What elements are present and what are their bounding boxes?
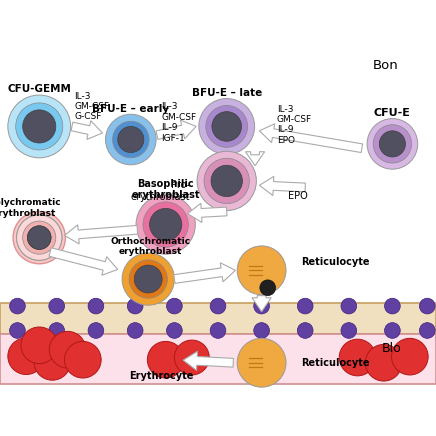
Circle shape: [13, 211, 65, 264]
Circle shape: [210, 298, 226, 314]
Circle shape: [136, 195, 195, 254]
Text: CFU-E: CFU-E: [374, 109, 411, 118]
Circle shape: [419, 323, 435, 338]
Circle shape: [8, 95, 71, 158]
Circle shape: [27, 226, 51, 249]
Circle shape: [385, 298, 400, 314]
Text: Reticulocyte: Reticulocyte: [301, 258, 369, 267]
Circle shape: [367, 119, 418, 169]
Text: Erythrocyte: Erythrocyte: [129, 371, 194, 381]
Text: BFU-E – late: BFU-E – late: [191, 89, 262, 98]
Circle shape: [237, 246, 286, 295]
Circle shape: [260, 280, 276, 296]
Circle shape: [10, 298, 25, 314]
Circle shape: [385, 323, 400, 338]
Circle shape: [297, 298, 313, 314]
Bar: [0, 303, 436, 334]
Text: CFU-GEMM: CFU-GEMM: [7, 85, 71, 94]
Circle shape: [65, 341, 101, 378]
Text: IL-3
GM-CSF
G-CSF: IL-3 GM-CSF G-CSF: [74, 92, 109, 121]
Text: Polychromatic
erythroblast: Polychromatic erythroblast: [0, 198, 60, 218]
Circle shape: [341, 323, 357, 338]
Polygon shape: [174, 263, 235, 283]
Text: BFU-E – early: BFU-E – early: [92, 104, 169, 114]
Circle shape: [379, 131, 405, 157]
Circle shape: [34, 344, 71, 380]
Circle shape: [49, 323, 65, 338]
Circle shape: [150, 208, 182, 241]
Circle shape: [197, 151, 256, 211]
Circle shape: [365, 344, 402, 381]
Circle shape: [373, 125, 412, 163]
Circle shape: [254, 323, 269, 338]
Circle shape: [23, 221, 56, 254]
Circle shape: [49, 331, 86, 368]
Circle shape: [127, 298, 143, 314]
Circle shape: [23, 221, 56, 254]
Polygon shape: [49, 248, 118, 275]
Polygon shape: [252, 296, 271, 312]
Circle shape: [17, 215, 62, 260]
Circle shape: [339, 339, 376, 376]
Circle shape: [27, 226, 51, 249]
Circle shape: [211, 165, 242, 197]
Circle shape: [341, 298, 357, 314]
Circle shape: [23, 110, 56, 143]
Text: Blo: Blo: [382, 342, 401, 355]
Circle shape: [254, 298, 269, 314]
Circle shape: [21, 327, 58, 364]
Text: Bon: Bon: [373, 59, 399, 72]
Circle shape: [16, 103, 63, 150]
Circle shape: [143, 202, 188, 247]
Circle shape: [392, 338, 428, 375]
Circle shape: [210, 323, 226, 338]
Polygon shape: [259, 124, 363, 153]
Polygon shape: [71, 121, 102, 140]
Bar: [0, 334, 436, 384]
Circle shape: [237, 338, 286, 387]
Circle shape: [167, 298, 182, 314]
Circle shape: [122, 253, 174, 305]
Circle shape: [112, 121, 149, 158]
Circle shape: [8, 338, 44, 375]
Text: Pro-
erythroblast: Pro- erythroblast: [130, 180, 190, 202]
Circle shape: [127, 323, 143, 338]
Polygon shape: [245, 152, 265, 166]
Polygon shape: [156, 120, 196, 140]
Circle shape: [419, 298, 435, 314]
Circle shape: [88, 323, 104, 338]
Polygon shape: [259, 177, 305, 195]
Circle shape: [49, 298, 65, 314]
Polygon shape: [187, 203, 227, 222]
Circle shape: [147, 341, 184, 378]
Circle shape: [88, 298, 104, 314]
Text: Reticulocyte: Reticulocyte: [301, 358, 369, 368]
Text: Orthochromatic
erythroblast: Orthochromatic erythroblast: [110, 237, 191, 256]
Circle shape: [167, 323, 182, 338]
Text: IL-3
GM-CSF
IL-9
EPO: IL-3 GM-CSF IL-9 EPO: [277, 105, 312, 145]
Circle shape: [134, 265, 162, 293]
Text: Basophilic
erythroblast: Basophilic erythroblast: [131, 179, 200, 201]
Polygon shape: [65, 225, 138, 244]
Circle shape: [206, 106, 248, 147]
Circle shape: [297, 323, 313, 338]
Text: EPO: EPO: [288, 191, 307, 201]
Circle shape: [174, 340, 209, 375]
Circle shape: [129, 260, 167, 298]
Text: IL-3
GM-CSF
IL-9
IGF-1: IL-3 GM-CSF IL-9 IGF-1: [161, 102, 197, 143]
Circle shape: [118, 126, 144, 153]
Circle shape: [204, 158, 249, 204]
Circle shape: [10, 323, 25, 338]
Polygon shape: [183, 351, 234, 371]
Circle shape: [212, 112, 242, 141]
Circle shape: [106, 114, 156, 165]
Circle shape: [17, 215, 62, 260]
Circle shape: [199, 99, 255, 154]
